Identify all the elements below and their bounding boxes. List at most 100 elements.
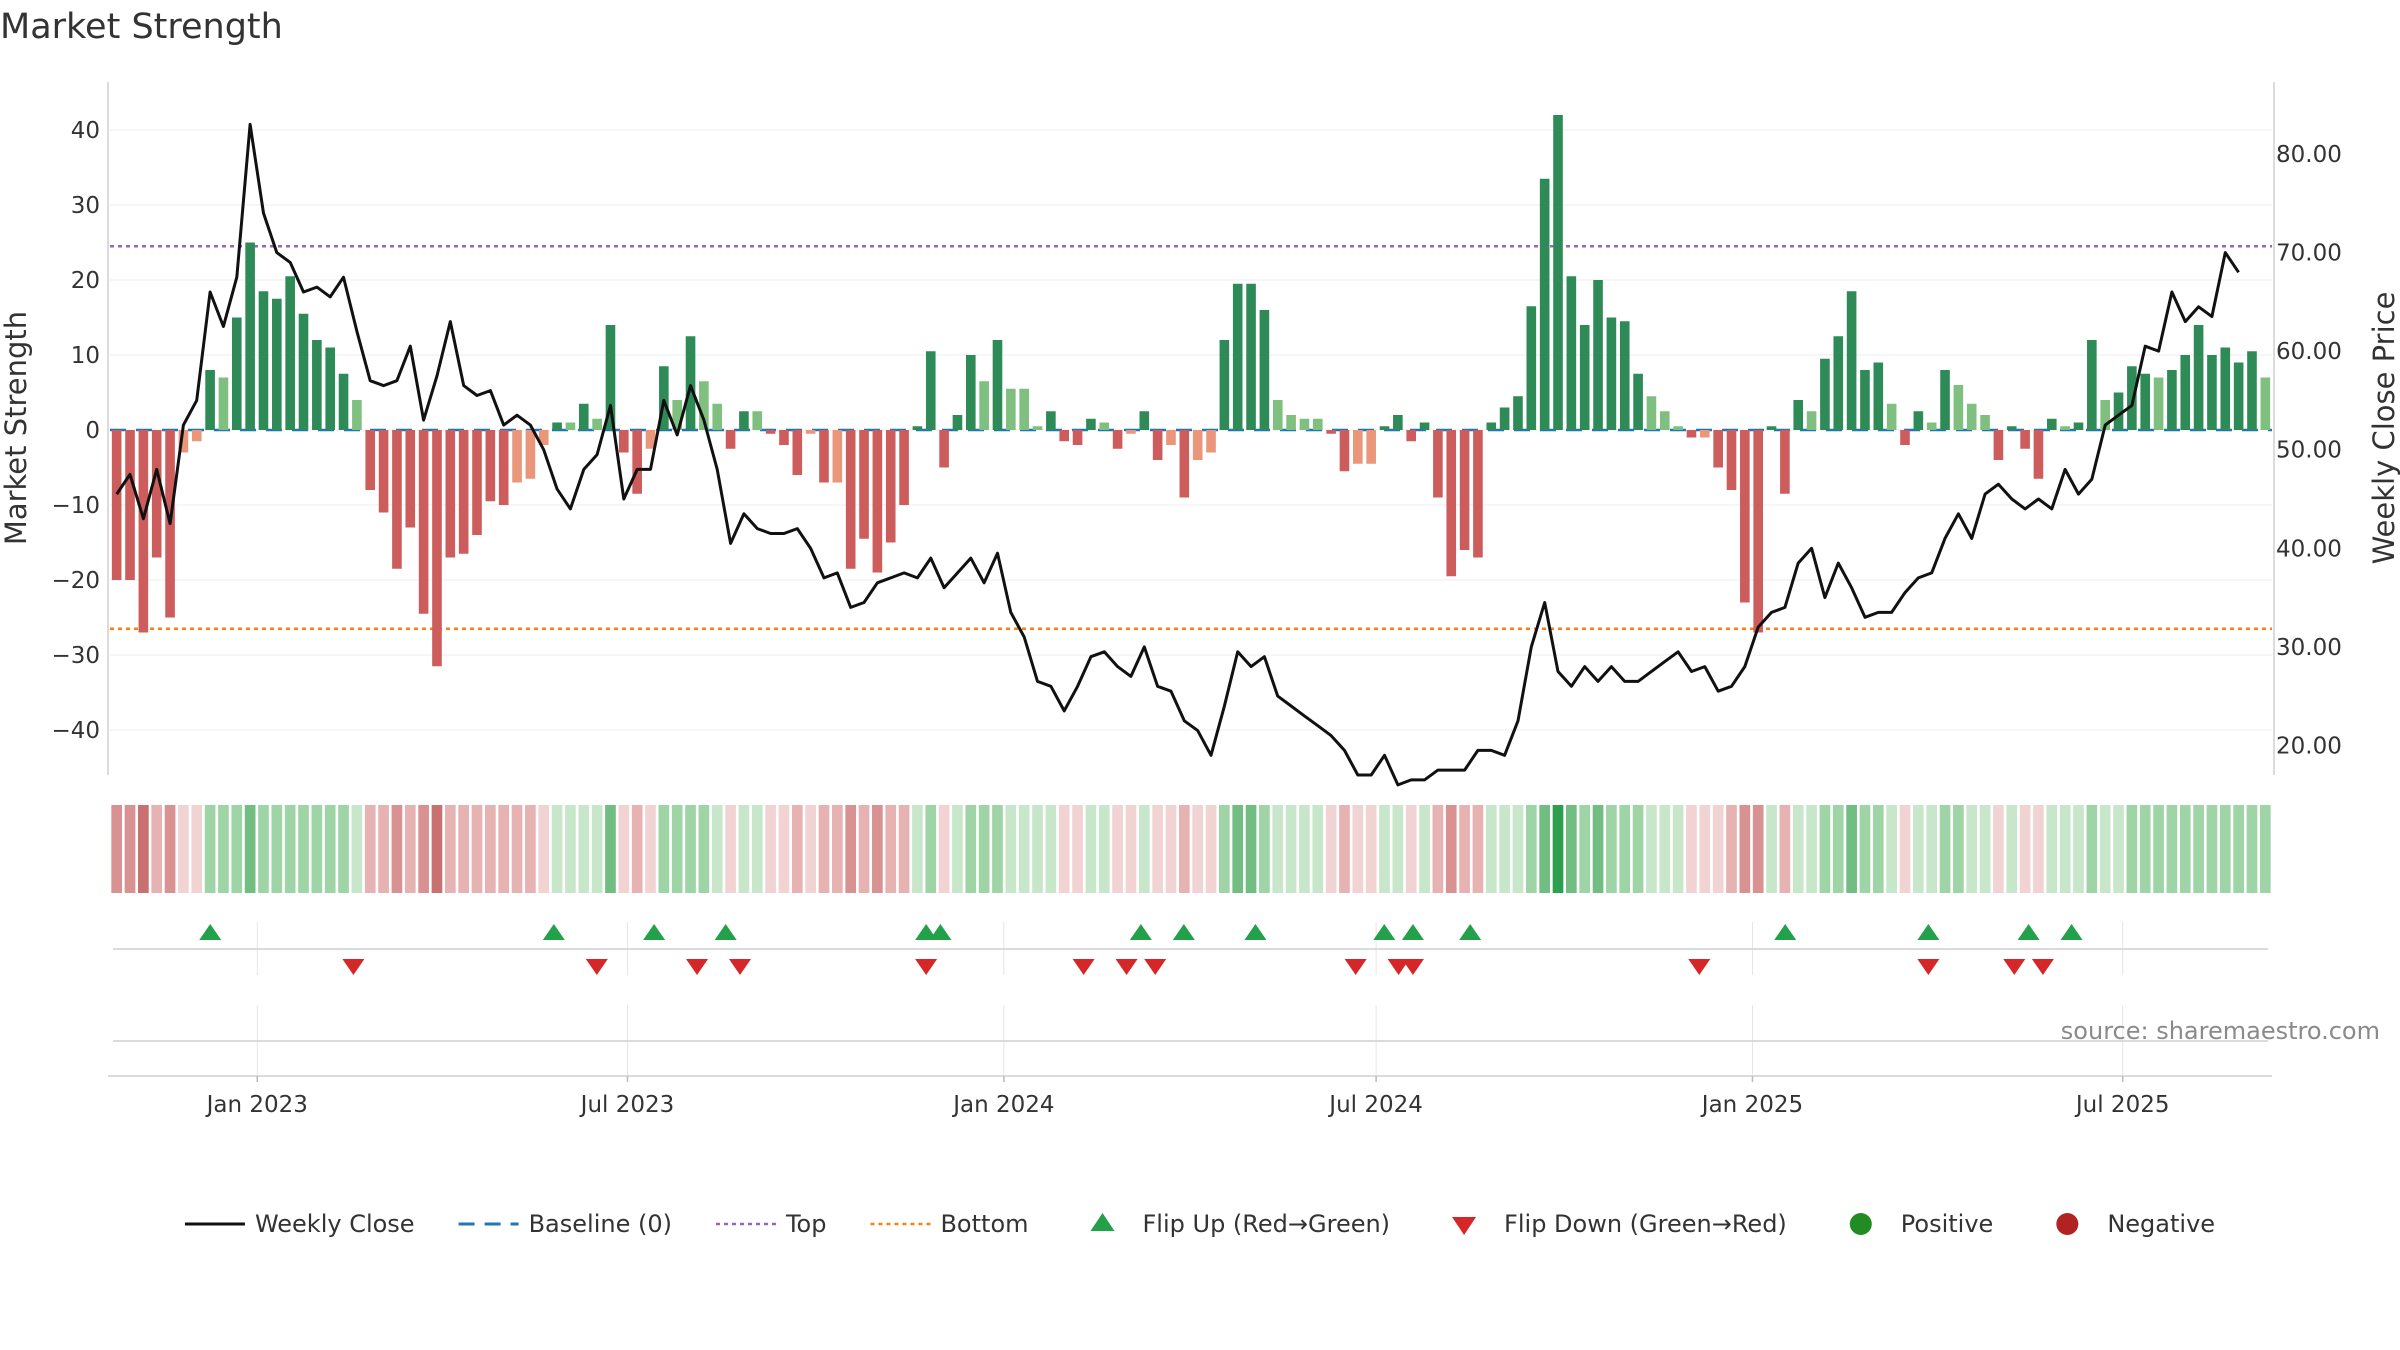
flip-up-marker xyxy=(2060,924,2083,940)
flip-down-marker xyxy=(728,959,751,975)
strength-bar xyxy=(912,426,923,430)
flip-down-marker xyxy=(2031,959,2054,975)
heat-cell xyxy=(1939,805,1951,893)
strength-bar xyxy=(1606,317,1617,430)
heat-cell xyxy=(685,805,696,893)
heat-cell xyxy=(978,805,990,893)
heat-cell xyxy=(818,805,830,893)
strength-bar xyxy=(1259,310,1270,430)
heat-cell xyxy=(1819,805,1831,893)
left-tick-label: 20 xyxy=(71,268,100,294)
strength-bar xyxy=(1006,388,1016,430)
flip-up-marker xyxy=(929,924,952,940)
strength-bar xyxy=(2046,418,2057,430)
strength-bar xyxy=(1780,430,1790,494)
heat-cell xyxy=(485,805,496,893)
strength-bar xyxy=(619,430,629,453)
legend-label: Weekly Close xyxy=(255,1210,415,1238)
strength-bar xyxy=(1966,403,1977,430)
strength-bar xyxy=(1993,430,2004,460)
left-tick-label: 0 xyxy=(85,418,100,444)
strength-bar xyxy=(1473,430,1483,558)
strength-bar xyxy=(1206,430,1216,453)
heat-cell xyxy=(1846,805,1857,893)
heat-cell xyxy=(1859,805,1871,893)
right-tick-label: 20.00 xyxy=(2276,733,2342,759)
flip-down-marker xyxy=(1387,959,1410,975)
heat-cell xyxy=(1872,805,1884,893)
strength-bar xyxy=(1886,403,1897,430)
strength-bar xyxy=(1433,430,1443,498)
heat-cell xyxy=(938,805,950,893)
heat-cell xyxy=(1926,805,1938,893)
heat-cell xyxy=(1419,805,1430,893)
strength-bar xyxy=(445,430,456,558)
heat-cell xyxy=(605,805,616,893)
heat-cell xyxy=(1646,805,1657,893)
heat-cell xyxy=(2179,805,2191,893)
strength-bar xyxy=(2207,355,2217,430)
flip-up-marker xyxy=(1917,924,1940,940)
strength-bar xyxy=(1833,336,1844,430)
heat-cell xyxy=(2259,805,2271,893)
strength-bar xyxy=(472,430,482,535)
strength-bar xyxy=(1860,370,1870,430)
strength-bar xyxy=(1379,426,1390,430)
heat-cell xyxy=(511,805,523,893)
heat-cell xyxy=(1899,805,1911,893)
heat-cell xyxy=(631,805,643,893)
heat-cell xyxy=(391,805,403,893)
heat-cell xyxy=(2019,805,2031,893)
strength-bar xyxy=(552,422,562,430)
flip-up-marker xyxy=(643,924,666,940)
heat-cell xyxy=(671,805,683,893)
right-tick-label: 30.00 xyxy=(2276,635,2342,661)
left-tick-label: −40 xyxy=(51,718,100,744)
heat-cell xyxy=(1272,805,1284,893)
strength-bar xyxy=(312,340,322,430)
strength-bar xyxy=(1913,411,1924,430)
heat-cell xyxy=(2113,805,2124,893)
heat-cell xyxy=(1792,805,1804,893)
heat-cell xyxy=(1259,805,1270,893)
heat-cell xyxy=(1405,805,1417,893)
heat-cell xyxy=(431,805,443,893)
strength-bar xyxy=(1446,430,1457,577)
strength-bar xyxy=(1926,422,1937,430)
strength-bar xyxy=(1566,276,1577,430)
heat-cell xyxy=(1699,805,1711,893)
strength-bar xyxy=(2220,347,2231,430)
legend-item: Flip Down (Green→Red) xyxy=(1452,1210,1787,1238)
flip-down-marker xyxy=(1344,959,1367,975)
heat-cell xyxy=(965,805,977,893)
flip-down-marker xyxy=(1401,959,1424,975)
heat-cell xyxy=(444,805,456,893)
heat-cell xyxy=(218,805,229,893)
legend-label: Flip Up (Red→Green) xyxy=(1143,1210,1391,1238)
left-tick-label: −30 xyxy=(51,643,100,669)
heat-cell xyxy=(698,805,710,893)
strength-bar xyxy=(792,430,803,475)
heat-cell xyxy=(111,805,123,893)
heat-cell xyxy=(1619,805,1631,893)
heat-cell xyxy=(925,805,937,893)
heat-cell xyxy=(1579,805,1591,893)
strength-bar xyxy=(2233,362,2244,430)
heat-cell xyxy=(2166,805,2178,893)
strength-bar xyxy=(1099,422,1110,430)
strength-bar xyxy=(925,351,936,430)
heat-cell xyxy=(1432,805,1444,893)
x-tick-label: Jul 2024 xyxy=(1327,1092,1423,1118)
strength-bar xyxy=(1192,430,1203,460)
flip-up-marker xyxy=(1373,924,1396,940)
strength-bar xyxy=(125,430,135,580)
heat-cell xyxy=(124,805,136,893)
strength-bar xyxy=(1873,362,1884,430)
strength-bar xyxy=(1673,426,1683,430)
heat-cell xyxy=(2153,805,2164,893)
left-tick-label: −20 xyxy=(51,568,100,594)
heat-cell xyxy=(1979,805,1991,893)
heat-cell xyxy=(351,805,363,893)
